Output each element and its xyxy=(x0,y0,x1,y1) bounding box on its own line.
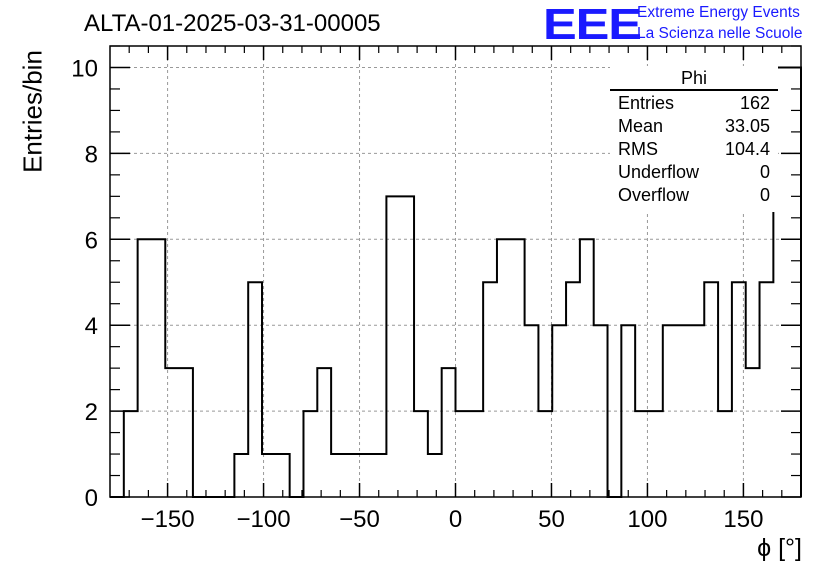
stat-label: Underflow xyxy=(618,162,700,182)
stat-value: 0 xyxy=(759,185,770,205)
x-axis-label: ϕ [°] xyxy=(757,534,802,562)
y-tick-label: 10 xyxy=(71,55,98,82)
stat-label: Mean xyxy=(618,116,664,136)
stat-value: 104.4 xyxy=(724,139,770,159)
x-tick-label: −150 xyxy=(141,506,195,533)
y-tick-label: 6 xyxy=(85,227,98,254)
y-tick-labels: 0 2 4 6 8 10 xyxy=(71,55,98,512)
x-tick-label: 100 xyxy=(627,506,667,533)
x-tick-labels: −150 −100 −50 0 50 100 150 xyxy=(141,506,764,533)
plot-frame xyxy=(109,45,802,498)
stat-label: RMS xyxy=(618,139,658,159)
stats-divider xyxy=(610,89,778,91)
x-tick-label: 150 xyxy=(723,506,763,533)
logo-line-1: Extreme Energy Events xyxy=(637,4,800,21)
x-tick-label: 0 xyxy=(449,506,462,533)
stat-value: 162 xyxy=(739,93,770,113)
grid-lines xyxy=(110,46,801,497)
stat-label: Entries xyxy=(618,93,675,113)
y-tick-label: 2 xyxy=(85,399,98,426)
x-tick-label: −50 xyxy=(339,506,380,533)
x-tick-label: −100 xyxy=(237,506,291,533)
histogram-step-line xyxy=(110,66,802,498)
chart-title: ALTA-01-2025-03-31-00005 xyxy=(84,10,381,37)
y-tick-label: 8 xyxy=(85,141,98,168)
y-axis-label: Entries/bin xyxy=(17,50,48,173)
x-tick-label: 50 xyxy=(538,506,565,533)
eee-logo: EEE xyxy=(543,0,642,49)
y-tick-label: 0 xyxy=(85,485,98,512)
logo-line-2: La Scienza nelle Scuole xyxy=(637,25,803,42)
stat-value: 0 xyxy=(759,162,770,182)
stat-label: Overflow xyxy=(618,185,690,205)
stat-value: 33.05 xyxy=(724,116,770,136)
stats-box: Phi Entries 162 Mean 33.05 RMS 104.4 Und… xyxy=(610,66,778,212)
y-tick-label: 4 xyxy=(85,313,98,340)
stats-title: Phi xyxy=(680,68,707,88)
